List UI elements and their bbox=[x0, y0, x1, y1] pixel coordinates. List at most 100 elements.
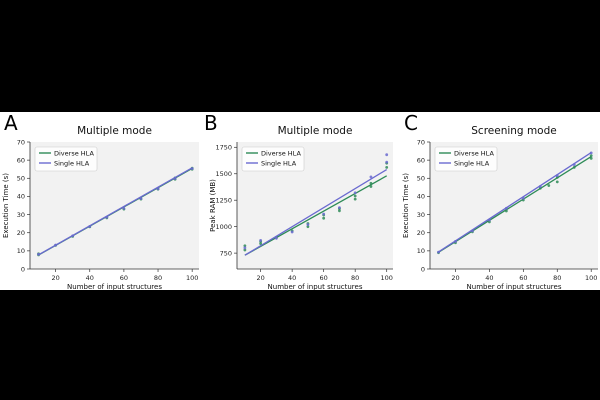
y-tick-label: 750 bbox=[220, 249, 232, 257]
chart-panel-a: A Multiple mode 0 10 20 30 40 50 60 70 20 40 60 80 100… bbox=[2, 111, 199, 291]
figure: A Multiple mode 0 10 20 30 40 50 60 70 20 40 60 80 100… bbox=[0, 111, 600, 291]
data-point-single-hla bbox=[385, 160, 389, 164]
y-tick-label: 1000 bbox=[215, 223, 232, 231]
data-point-single-hla bbox=[471, 229, 474, 233]
chart-panel-b: B Multiple mode 750 1000 1250 1500 1750 20 40 60 8… bbox=[204, 111, 393, 291]
legend-label: Diverse HLA bbox=[261, 150, 301, 158]
x-tick-label: 60 bbox=[120, 274, 128, 282]
y-tick-label: 1500 bbox=[215, 170, 232, 178]
y-tick-label: 0 bbox=[421, 265, 425, 273]
fit-line-single-hla bbox=[244, 168, 388, 256]
data-point-single-hla bbox=[454, 240, 457, 243]
y-tick-label: 10 bbox=[17, 247, 25, 255]
data-point-single-hla bbox=[353, 191, 357, 195]
data-point-diverse-hla bbox=[353, 194, 357, 198]
data-point-single-hla bbox=[369, 175, 373, 179]
y-tick-label: 20 bbox=[17, 229, 25, 237]
data-point-diverse-hla bbox=[572, 166, 576, 169]
y-tick-label: 30 bbox=[417, 211, 425, 219]
chart-title: Multiple mode bbox=[77, 125, 152, 137]
x-axis-label: Number of input structures bbox=[67, 283, 162, 290]
fit-line-diverse-hla bbox=[438, 155, 592, 253]
x-tick-label: 80 bbox=[351, 274, 359, 282]
data-point-diverse-hla bbox=[369, 181, 373, 185]
data-point-single-hla bbox=[487, 218, 491, 222]
data-point-single-hla bbox=[139, 197, 143, 201]
x-tick-label: 40 bbox=[86, 274, 94, 282]
data-point-single-hla bbox=[274, 236, 278, 240]
x-tick-label: 60 bbox=[519, 274, 527, 282]
data-point-diverse-hla bbox=[555, 180, 559, 184]
x-tick-label: 100 bbox=[585, 274, 597, 282]
data-point-diverse-hla bbox=[322, 216, 326, 220]
data-point-single-hla bbox=[243, 246, 247, 250]
legend-label: Diverse HLA bbox=[454, 150, 494, 158]
x-tick-label: 80 bbox=[154, 274, 162, 282]
data-point-single-hla bbox=[572, 163, 576, 167]
legend-label: Single HLA bbox=[261, 160, 297, 168]
x-tick-label: 20 bbox=[51, 274, 59, 282]
y-tick-label: 60 bbox=[417, 156, 425, 164]
y-tick-label: 40 bbox=[17, 193, 25, 201]
y-tick-label: 0 bbox=[21, 265, 25, 273]
x-axis-label: Number of input structures bbox=[467, 283, 562, 290]
data-point-diverse-hla bbox=[259, 242, 263, 246]
data-point-single-hla bbox=[190, 167, 194, 171]
data-point-single-hla bbox=[122, 207, 126, 210]
data-point-diverse-hla bbox=[338, 209, 341, 213]
y-tick-label: 30 bbox=[17, 211, 25, 219]
y-tick-label: 50 bbox=[17, 175, 25, 183]
data-point-single-hla bbox=[338, 206, 341, 210]
data-point-single-hla bbox=[71, 234, 75, 238]
x-tick-label: 60 bbox=[320, 274, 328, 282]
y-tick-label: 70 bbox=[417, 138, 425, 146]
data-point-diverse-hla bbox=[589, 154, 593, 158]
y-tick-label: 40 bbox=[417, 193, 425, 201]
y-axis-label: Execution Time (s) bbox=[402, 173, 410, 238]
data-point-single-hla bbox=[105, 215, 109, 219]
fit-line-diverse-hla bbox=[244, 175, 388, 256]
data-point-single-hla bbox=[521, 196, 525, 200]
x-tick-label: 40 bbox=[288, 274, 296, 282]
data-point-single-hla bbox=[504, 206, 508, 210]
data-point-single-hla bbox=[538, 185, 542, 188]
fit-line-single-hla bbox=[38, 167, 193, 256]
y-tick-label: 50 bbox=[417, 175, 425, 183]
legend-label: Single HLA bbox=[454, 160, 490, 168]
data-point-diverse-hla bbox=[504, 209, 508, 213]
data-point-diverse-hla bbox=[243, 248, 247, 252]
y-tick-label: 10 bbox=[417, 247, 425, 255]
x-axis-label: Number of input structures bbox=[268, 283, 363, 290]
y-tick-label: 1250 bbox=[215, 197, 232, 205]
data-point-single-hla bbox=[37, 252, 40, 256]
data-point-diverse-hla bbox=[306, 225, 310, 229]
data-point-single-hla bbox=[385, 153, 389, 157]
x-tick-label: 20 bbox=[256, 274, 264, 282]
y-tick-label: 20 bbox=[417, 229, 425, 237]
data-point-diverse-hla bbox=[369, 185, 373, 188]
data-point-single-hla bbox=[322, 212, 326, 216]
y-tick-label: 60 bbox=[17, 156, 25, 164]
panel-label: C bbox=[404, 112, 418, 135]
legend-label: Single HLA bbox=[54, 160, 90, 168]
fit-line-single-hla bbox=[438, 151, 592, 253]
y-tick-label: 1750 bbox=[215, 144, 232, 152]
data-point-single-hla bbox=[54, 243, 58, 247]
chart-title: Multiple mode bbox=[278, 125, 353, 137]
y-tick-label: 70 bbox=[17, 138, 25, 146]
data-point-single-hla bbox=[306, 223, 310, 226]
x-tick-label: 100 bbox=[186, 274, 198, 282]
data-point-single-hla bbox=[173, 177, 177, 181]
x-tick-label: 20 bbox=[451, 274, 459, 282]
y-axis-label: Execution Time (s) bbox=[2, 173, 10, 238]
y-axis-label: Peak RAM (MB) bbox=[209, 179, 217, 232]
data-point-diverse-hla bbox=[243, 244, 247, 248]
chart-panel-c: C Screening mode 0 10 20 30 40 50 60 70 20 40 60 80 10… bbox=[402, 111, 598, 291]
data-point-single-hla bbox=[88, 224, 92, 228]
data-point-diverse-hla bbox=[589, 156, 593, 160]
x-tick-label: 40 bbox=[485, 274, 493, 282]
panel-label: B bbox=[204, 112, 218, 135]
chart-title: Screening mode bbox=[471, 125, 556, 137]
data-point-single-hla bbox=[589, 151, 593, 155]
x-tick-label: 100 bbox=[380, 274, 392, 282]
